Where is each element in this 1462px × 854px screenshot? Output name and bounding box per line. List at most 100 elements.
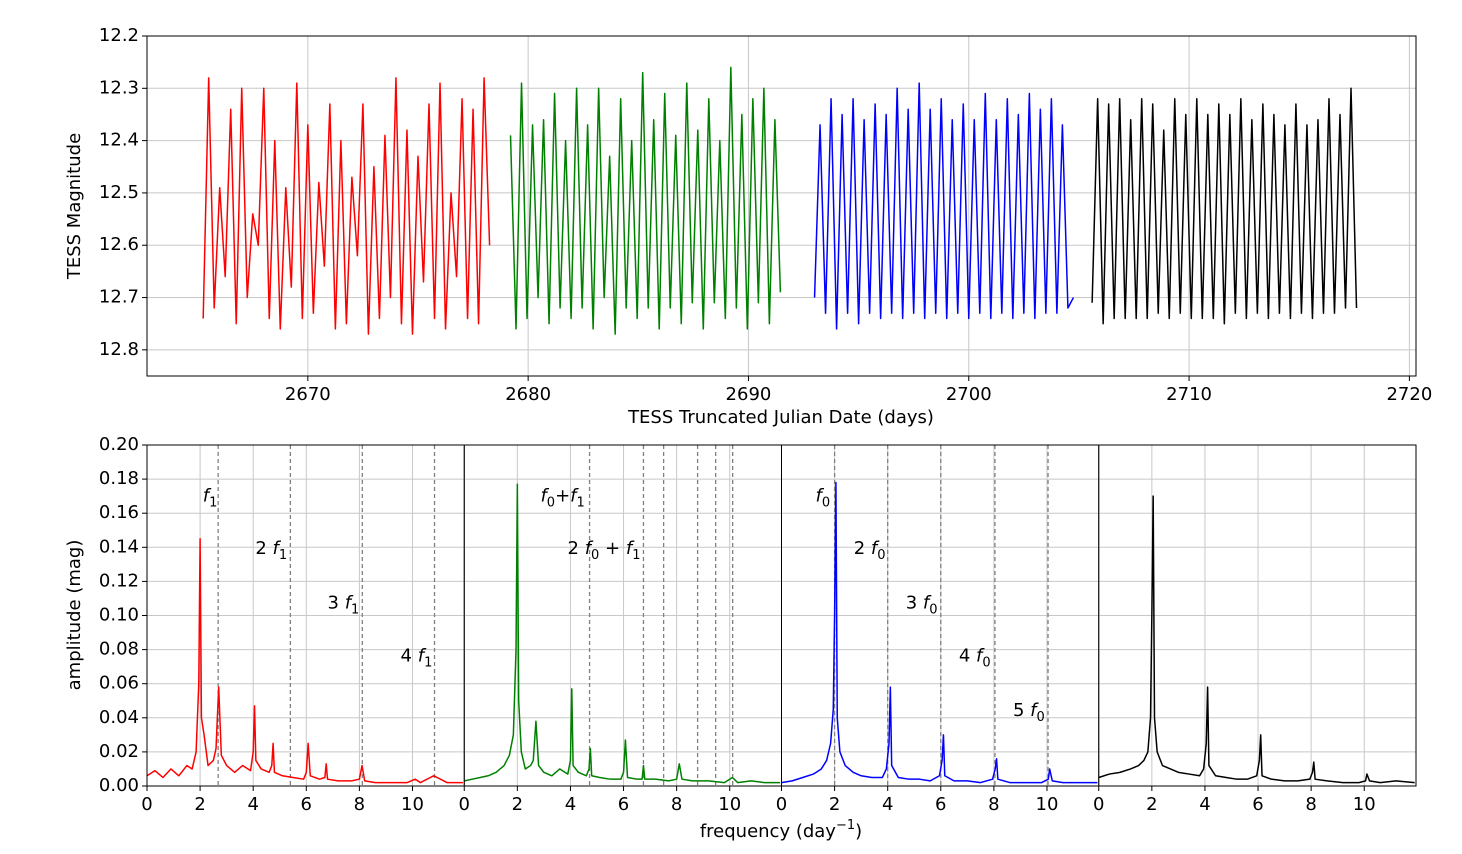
y-tick-label: 0.12 (99, 570, 139, 591)
x-tick-label: 8 (354, 794, 365, 815)
y-tick-label: 0.04 (99, 707, 139, 728)
y-tick-label: 0.08 (99, 639, 139, 660)
data-line (202, 77, 491, 335)
y-tick-label: 0.20 (99, 434, 139, 455)
x-tick-label: 0 (141, 794, 152, 815)
text-part: 2 (854, 538, 871, 559)
text-part: 2 (568, 538, 585, 559)
y-tick-label: 0.06 (99, 673, 139, 694)
text-part: 1 (424, 656, 432, 671)
x-axis-label: frequency (day−1) (700, 818, 862, 842)
text-part: 1 (351, 603, 359, 618)
annotation: 3 f0 (906, 593, 938, 618)
text-part: frequency (day (700, 821, 836, 842)
x-axis-label: TESS Truncated Julian Date (days) (627, 407, 934, 428)
y-axis-label: TESS Magnitude (64, 133, 85, 280)
y-tick-label: 0.02 (99, 741, 139, 762)
annotation: 2 f0 (854, 538, 886, 563)
x-tick-label: 2 (829, 794, 840, 815)
y-tick-label: 12.7 (99, 287, 139, 308)
x-tick-label: 10 (1353, 794, 1376, 815)
x-tick-label: 4 (1199, 794, 1210, 815)
x-tick-label: 2700 (946, 384, 992, 405)
x-tick-label: 6 (935, 794, 946, 815)
y-tick-label: 12.5 (99, 182, 139, 203)
text-part: 1 (279, 548, 287, 563)
text-part: 0 (547, 495, 555, 510)
data-line (509, 66, 782, 335)
text-part: + (555, 485, 570, 506)
annotation: 2 f1 (255, 538, 287, 563)
x-tick-label: 10 (1036, 794, 1059, 815)
y-axis-label: amplitude (mag) (64, 540, 85, 691)
annotation: 2 f0 + f1 (568, 538, 641, 563)
x-tick-label: 2670 (285, 384, 331, 405)
annotation: 5 f0 (1013, 700, 1045, 725)
text-part: f (626, 538, 635, 559)
x-tick-label: 2 (194, 794, 205, 815)
x-tick-label: 10 (401, 794, 424, 815)
x-tick-label: 2710 (1166, 384, 1212, 405)
y-tick-label: 0.10 (99, 605, 139, 626)
annotation: 4 f1 (401, 646, 433, 671)
x-tick-label: 4 (565, 794, 576, 815)
y-tick-label: 0.16 (99, 502, 139, 523)
x-tick-label: 4 (247, 794, 258, 815)
text-part: 2 (255, 538, 272, 559)
text-part: 0 (982, 656, 990, 671)
annotation: f1 (203, 485, 218, 510)
x-tick-label: 6 (301, 794, 312, 815)
text-part: 4 (401, 646, 418, 667)
text-part: f (976, 646, 985, 667)
annotation: f0 (815, 485, 830, 510)
plot-frame (1098, 444, 1417, 787)
x-tick-label: 6 (1252, 794, 1263, 815)
text-part: 0 (591, 548, 599, 563)
data-line (1091, 87, 1358, 325)
text-part: f (871, 538, 880, 559)
y-tick-label: 12.2 (99, 25, 139, 46)
annotation: f0+f1 (540, 485, 584, 510)
data-line (146, 538, 463, 784)
y-tick-label: 12.4 (99, 130, 139, 151)
y-tick-label: 0.14 (99, 536, 139, 557)
x-tick-label: 0 (459, 794, 470, 815)
y-tick-label: 12.6 (99, 234, 139, 255)
text-part: 0 (822, 495, 830, 510)
text-part: f (273, 538, 282, 559)
x-tick-label: 8 (671, 794, 682, 815)
y-tick-label: 0.00 (99, 775, 139, 796)
text-part: f (540, 485, 549, 506)
x-tick-label: 8 (988, 794, 999, 815)
text-part: + (599, 538, 626, 559)
y-tick-label: 12.3 (99, 77, 139, 98)
text-part: f (815, 485, 824, 506)
x-tick-label: 2720 (1386, 384, 1432, 405)
y-tick-label: 12.8 (99, 339, 139, 360)
data-line (464, 483, 781, 784)
x-tick-label: 0 (1093, 794, 1104, 815)
annotation: 3 f1 (328, 593, 360, 618)
text-part: 1 (632, 548, 640, 563)
text-part: f (570, 485, 579, 506)
text-part: f (345, 593, 354, 614)
text-part: 0 (929, 603, 937, 618)
text-part: 5 (1013, 700, 1030, 721)
data-line (781, 481, 1098, 784)
x-tick-label: 2690 (726, 384, 772, 405)
text-part: 3 (328, 593, 345, 614)
y-tick-label: 0.18 (99, 468, 139, 489)
text-part: f (418, 646, 427, 667)
x-tick-label: 2 (1146, 794, 1157, 815)
text-part: 3 (906, 593, 923, 614)
text-part: 0 (1037, 710, 1045, 725)
text-part: f (1030, 700, 1039, 721)
x-tick-label: 2 (512, 794, 523, 815)
data-line (813, 82, 1075, 330)
x-tick-label: 4 (882, 794, 893, 815)
text-part: f (923, 593, 932, 614)
text-part: 4 (959, 646, 976, 667)
x-tick-label: 2680 (505, 384, 551, 405)
annotation: 4 f0 (959, 646, 991, 671)
